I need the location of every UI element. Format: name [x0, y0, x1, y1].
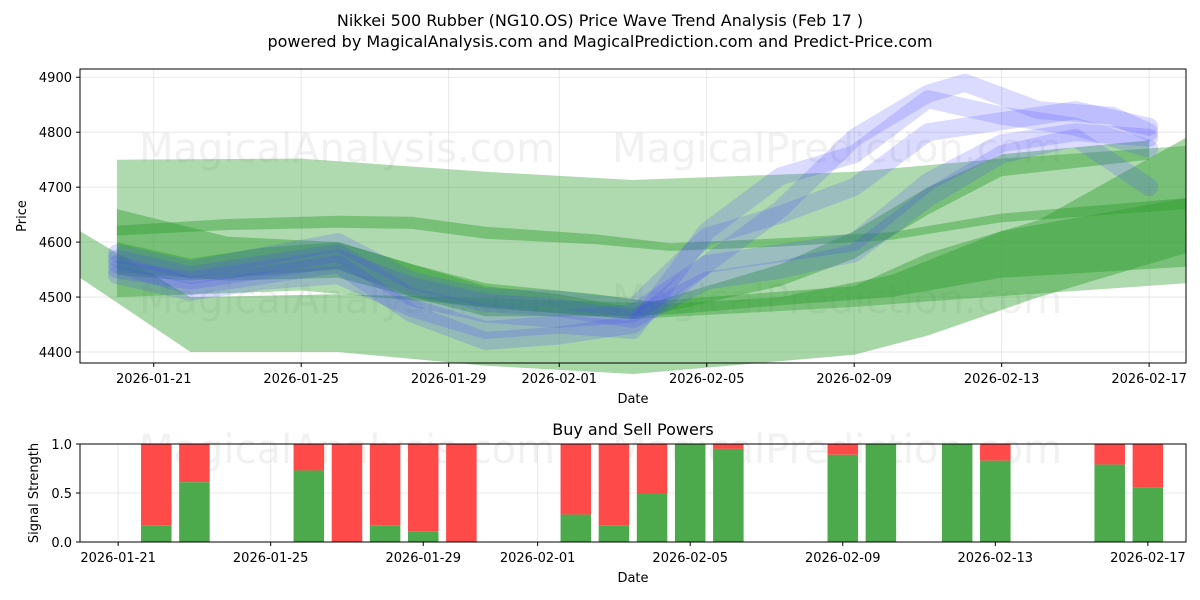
- sell-bar: [407, 444, 439, 532]
- price-y-tick-label: 4900: [39, 71, 72, 86]
- price-x-tick-label: 2026-02-01: [521, 372, 597, 387]
- buy-bar: [827, 454, 859, 542]
- green-bands: [80, 137, 1186, 374]
- power-x-tick-label: 2026-02-13: [958, 551, 1034, 566]
- blue-wave: [107, 90, 1159, 339]
- price-plot-frame: [79, 68, 1187, 364]
- power-bars: [141, 444, 1164, 542]
- power-chart: Buy and Sell Powers MagicalAnalysis.com …: [27, 420, 1187, 586]
- price-x-label: Date: [617, 392, 648, 407]
- sell-bar: [446, 444, 477, 542]
- sell-bar: [560, 444, 592, 515]
- sell-bar: [179, 444, 210, 483]
- power-x-tick-label: 2026-01-25: [233, 551, 309, 566]
- sell-bar: [293, 444, 325, 471]
- buy-bar: [1132, 487, 1164, 542]
- watermark-prediction: MagicalPrediction.com: [612, 277, 1062, 323]
- buy-bar: [407, 531, 439, 542]
- buy-bar: [560, 514, 592, 542]
- price-plot-area: [80, 69, 1186, 363]
- price-y-tick-label: 4700: [39, 181, 72, 196]
- price-x-tick-label: 2026-01-29: [411, 372, 487, 387]
- price-x-tick-label: 2026-01-25: [263, 372, 339, 387]
- price-x-tick-label: 2026-01-21: [116, 372, 192, 387]
- sell-bar: [636, 444, 668, 493]
- price-y-tick-label: 4500: [39, 291, 72, 306]
- power-x-tick-label: 2026-02-05: [652, 551, 728, 566]
- green-band: [116, 198, 1186, 251]
- green-band: [116, 140, 1150, 319]
- buy-bar: [865, 444, 897, 542]
- green-band: [80, 137, 1186, 374]
- price-x-tick-label: 2026-02-09: [816, 372, 892, 387]
- buy-bar: [1094, 464, 1125, 542]
- buy-bar: [980, 460, 1011, 542]
- price-y-tick-label: 4600: [39, 236, 72, 251]
- buy-bar: [179, 482, 210, 542]
- price-x-tick-label: 2026-02-05: [669, 372, 745, 387]
- buy-bar: [941, 444, 973, 542]
- blue-wave: [107, 101, 1159, 317]
- sell-bar: [1094, 444, 1125, 465]
- green-band: [116, 198, 1186, 317]
- watermark-analysis: MagicalAnalysis.com: [139, 277, 555, 323]
- buy-bar: [598, 525, 630, 542]
- chart-title: Nikkei 500 Rubber (NG10.OS) Price Wave T…: [337, 11, 863, 30]
- power-x-label: Date: [617, 571, 648, 586]
- sell-bar: [598, 444, 630, 526]
- buy-bar: [674, 444, 706, 542]
- power-axes: 2026-01-21 2026-01-25 2026-01-29 2026-02-01…: [51, 438, 1185, 566]
- buy-bar: [636, 493, 668, 542]
- sell-bar: [713, 444, 744, 449]
- power-y-tick-label: 0.0: [51, 536, 72, 551]
- sell-bar: [141, 444, 172, 526]
- sell-bar: [980, 444, 1011, 461]
- chart-subtitle: powered by MagicalAnalysis.com and Magic…: [267, 32, 932, 51]
- watermark-analysis: MagicalAnalysis.com: [139, 126, 555, 172]
- sell-bar: [827, 444, 859, 455]
- buy-bar: [369, 525, 401, 542]
- blue-wave: [107, 73, 1159, 350]
- sell-bar: [331, 444, 363, 542]
- power-x-tick-label: 2026-02-01: [500, 551, 576, 566]
- sell-bar: [369, 444, 401, 526]
- power-x-tick-label: 2026-01-29: [385, 551, 461, 566]
- price-y-label: Price: [15, 200, 30, 232]
- blue-wave: [107, 128, 1159, 328]
- buy-bar: [293, 470, 325, 542]
- blue-waves: [107, 73, 1159, 350]
- buy-bar: [141, 525, 172, 542]
- price-grid: [80, 69, 1186, 363]
- power-x-tick-label: 2026-02-09: [805, 551, 881, 566]
- price-x-tick-label: 2026-02-13: [964, 372, 1040, 387]
- green-band: [116, 145, 1186, 319]
- buy-bar: [713, 448, 744, 542]
- blue-wave: [107, 123, 1159, 328]
- price-watermarks: MagicalAnalysis.com MagicalPrediction.co…: [139, 126, 1062, 323]
- watermark-prediction: MagicalPrediction.com: [612, 126, 1062, 172]
- price-y-tick-label: 4400: [39, 346, 72, 361]
- sell-bar: [1132, 444, 1164, 488]
- power-x-tick-label: 2026-01-21: [80, 551, 156, 566]
- power-y-tick-label: 1.0: [51, 438, 72, 453]
- price-y-tick-label: 4800: [39, 126, 72, 141]
- power-y-label: Signal Strength: [27, 443, 42, 543]
- price-chart: MagicalAnalysis.com MagicalPrediction.co…: [15, 68, 1187, 407]
- power-x-tick-label: 2026-02-17: [1110, 551, 1186, 566]
- power-y-tick-label: 0.5: [51, 487, 72, 502]
- power-plot-frame: [79, 443, 1187, 543]
- power-title: Buy and Sell Powers: [552, 420, 714, 439]
- price-axes: 2026-01-21 2026-01-25 2026-01-29 2026-02-01…: [39, 71, 1187, 387]
- price-x-tick-label: 2026-02-17: [1111, 372, 1187, 387]
